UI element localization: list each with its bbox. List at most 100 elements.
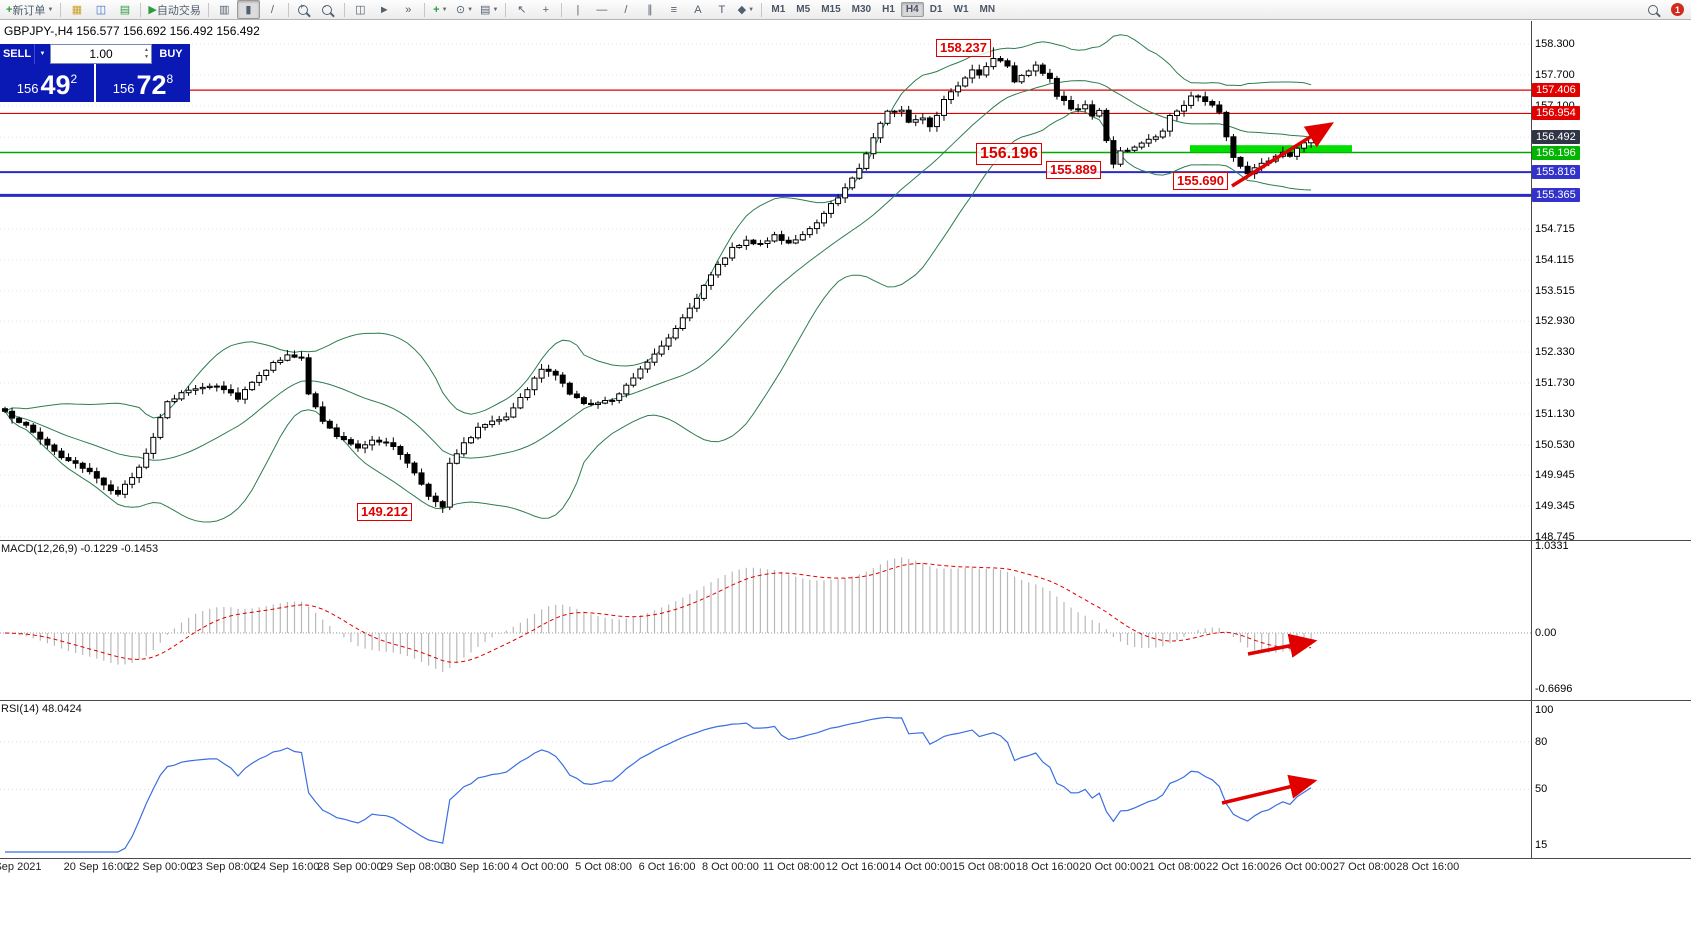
price-axis-label: 151.730 bbox=[1535, 377, 1575, 389]
sell-price-base: 156 bbox=[16, 81, 39, 96]
auto-trading-label: 自动交易 bbox=[156, 4, 201, 17]
zoom-in-icon[interactable]: + bbox=[293, 0, 316, 19]
volume-input[interactable] bbox=[69, 46, 133, 62]
time-axis-label: 20 Oct 00:00 bbox=[1079, 861, 1143, 873]
new-order-button[interactable]: + 新订单 ▼ bbox=[3, 0, 56, 19]
time-axis-label: 12 Oct 16:00 bbox=[825, 861, 889, 873]
horizontal-line-icon[interactable]: — bbox=[596, 3, 608, 16]
auto-scroll-icon[interactable]: ► bbox=[378, 3, 390, 16]
time-axis-label: 26 Oct 00:00 bbox=[1269, 861, 1333, 873]
search-icon[interactable] bbox=[1643, 0, 1666, 19]
price-axis-label: 157.700 bbox=[1535, 69, 1575, 81]
chevron-down-icon: ▼ bbox=[748, 6, 755, 13]
price-axis-label: 150.530 bbox=[1535, 438, 1575, 451]
separator bbox=[287, 2, 289, 17]
separator bbox=[140, 2, 142, 17]
rsi-indicator bbox=[0, 716, 1531, 853]
buy-price-sup: 8 bbox=[166, 72, 174, 86]
buy-price-button[interactable]: 156 72 8 bbox=[96, 64, 190, 102]
fibonacci-icon[interactable]: ≡ bbox=[670, 3, 678, 16]
volume-down-icon[interactable]: ▼ bbox=[144, 54, 149, 60]
chart-shift-icon[interactable]: » bbox=[405, 3, 412, 16]
vertical-line-icon[interactable]: | bbox=[576, 3, 580, 16]
zoom-out-icon[interactable]: - bbox=[317, 0, 340, 19]
line-chart-icon[interactable]: / bbox=[270, 3, 274, 16]
price-axis-label: 151.130 bbox=[1535, 407, 1575, 420]
timeframe-h1[interactable]: H1 bbox=[882, 4, 895, 15]
time-axis-label: 15 Oct 08:00 bbox=[952, 861, 1016, 873]
separator bbox=[343, 2, 345, 17]
time-axis-label: 21 Oct 08:00 bbox=[1142, 861, 1206, 873]
price-axis-label: 155.365 bbox=[1532, 188, 1580, 203]
crosshair-icon[interactable]: + bbox=[542, 3, 550, 16]
notification-badge[interactable]: 1 bbox=[1671, 3, 1684, 16]
horizontal-level-lines[interactable] bbox=[0, 89, 1531, 197]
buy-button[interactable]: BUY bbox=[159, 48, 183, 60]
separator bbox=[207, 2, 209, 17]
separator bbox=[423, 2, 425, 17]
trend-arrows[interactable] bbox=[1221, 122, 1334, 805]
navigator-icon[interactable]: ▤ bbox=[119, 4, 131, 16]
bollinger-bands bbox=[4, 34, 1312, 523]
separator bbox=[60, 2, 62, 17]
trendline-icon[interactable]: / bbox=[624, 3, 628, 16]
profiles-icon[interactable]: ▦ bbox=[71, 4, 83, 16]
cursor-icon[interactable]: ↖ bbox=[517, 4, 527, 16]
chevron-down-icon: ▼ bbox=[441, 6, 448, 13]
timeframe-m5[interactable]: M5 bbox=[796, 4, 811, 15]
price-annotation[interactable]: 155.690 bbox=[1173, 172, 1228, 191]
volume-field: ▲ ▼ bbox=[50, 44, 152, 64]
price-annotation[interactable]: 158.237 bbox=[936, 39, 991, 58]
time-axis-label: 14 Oct 00:00 bbox=[889, 861, 953, 873]
support-zone-bar[interactable] bbox=[1190, 145, 1352, 153]
tile-windows-icon[interactable]: ◫ bbox=[355, 4, 366, 16]
trade-options-caret-icon[interactable]: ▼ bbox=[34, 44, 50, 64]
chevron-down-icon: ▼ bbox=[47, 6, 54, 13]
price-axis-label: 148.745 bbox=[1535, 531, 1575, 543]
price-axis-label: 156.196 bbox=[1532, 145, 1580, 160]
sell-price-button[interactable]: 156 49 2 bbox=[0, 64, 94, 102]
text-icon[interactable]: A bbox=[694, 3, 702, 16]
macd-axis-label: 0.00 bbox=[1535, 627, 1557, 639]
price-annotation[interactable]: 155.889 bbox=[1046, 161, 1101, 180]
rsi-axis-label: 15 bbox=[1535, 839, 1548, 851]
sell-price-sup: 2 bbox=[70, 72, 78, 86]
periods-button[interactable]: ⊙ ▼ bbox=[455, 4, 474, 16]
price-axis-label: 153.515 bbox=[1535, 284, 1575, 297]
timeframe-m1[interactable]: M1 bbox=[771, 4, 786, 15]
time-axis-label: Sep 2021 bbox=[0, 861, 42, 873]
timeframe-m30[interactable]: M30 bbox=[851, 4, 872, 15]
time-axis-label: 8 Oct 00:00 bbox=[701, 861, 759, 873]
templates-button[interactable]: ▤ ▼ bbox=[480, 4, 499, 16]
price-annotation[interactable]: 149.212 bbox=[357, 503, 412, 522]
bar-chart-icon[interactable]: ▥ bbox=[219, 4, 230, 16]
timeframe-h4[interactable]: H4 bbox=[900, 2, 924, 17]
timeframe-d1[interactable]: D1 bbox=[929, 4, 943, 15]
candlestick-chart-icon[interactable]: ▮ bbox=[236, 0, 260, 19]
auto-trading-button[interactable]: ▶ 自动交易 bbox=[145, 0, 203, 19]
time-axis-label: 24 Sep 16:00 bbox=[253, 861, 320, 873]
price-axis-label: 155.816 bbox=[1532, 165, 1580, 180]
panel-borders bbox=[0, 21, 1691, 859]
price-annotation[interactable]: 156.196 bbox=[976, 143, 1042, 165]
time-axis-label: 23 Sep 08:00 bbox=[190, 861, 256, 873]
time-axis-label: 29 Sep 08:00 bbox=[380, 861, 447, 873]
market-watch-icon[interactable]: ◫ bbox=[95, 4, 107, 16]
new-order-icon: + bbox=[6, 3, 13, 16]
channel-icon[interactable]: ∥ bbox=[647, 4, 653, 16]
volume-up-icon[interactable]: ▲ bbox=[144, 47, 149, 53]
one-click-trade-panel: SELL ▼ ▲ ▼ BUY 156 49 2 156 72 8 bbox=[0, 44, 190, 102]
timeframe-m15[interactable]: M15 bbox=[821, 4, 841, 15]
buy-price-big: 72 bbox=[136, 70, 167, 100]
timeframe-mn[interactable]: MN bbox=[979, 4, 996, 15]
price-axis-label: 152.330 bbox=[1535, 346, 1575, 358]
rsi-axis-label: 50 bbox=[1535, 783, 1548, 796]
sell-button[interactable]: SELL bbox=[2, 48, 32, 60]
arrows-tool-button[interactable]: ◆ ▼ bbox=[737, 4, 755, 16]
indicators-button[interactable]: + ▼ bbox=[433, 3, 448, 16]
timeframe-w1[interactable]: W1 bbox=[953, 4, 969, 15]
time-axis-label: 28 Sep 00:00 bbox=[317, 861, 383, 873]
text-label-icon[interactable]: T bbox=[718, 3, 726, 16]
macd-indicator-label: MACD(12,26,9) -0.1229 -0.1453 bbox=[1, 543, 159, 555]
